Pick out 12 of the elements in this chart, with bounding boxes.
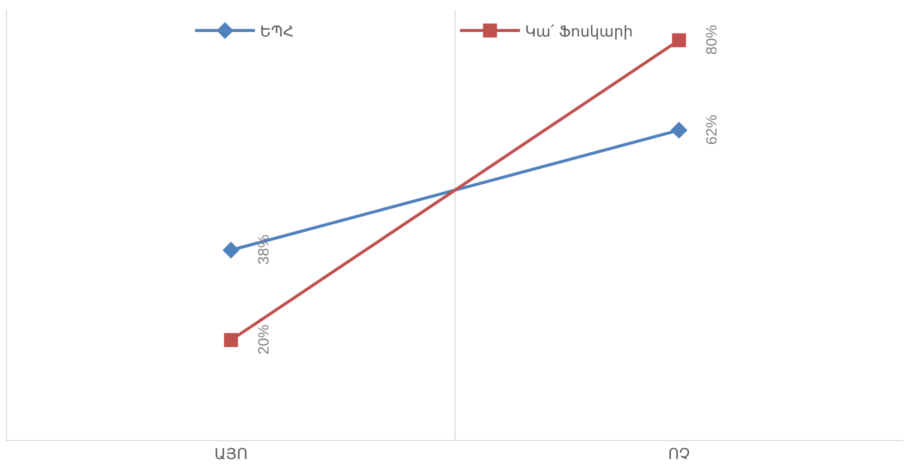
point xyxy=(670,122,688,139)
data-label: 20% xyxy=(255,324,272,355)
point xyxy=(222,242,240,259)
point xyxy=(224,333,238,348)
legend-label: Կա՛ Ֆոսկարի xyxy=(525,22,633,40)
legend-label: ԵՊՀ xyxy=(260,22,294,40)
data-label: 80% xyxy=(703,24,720,55)
x-tick-label: ԱՅՈ xyxy=(214,445,248,463)
point xyxy=(672,33,686,48)
data-label: 38% xyxy=(255,234,272,265)
x-tick-label: ՈՉ xyxy=(668,445,690,463)
data-label: 62% xyxy=(703,114,720,145)
